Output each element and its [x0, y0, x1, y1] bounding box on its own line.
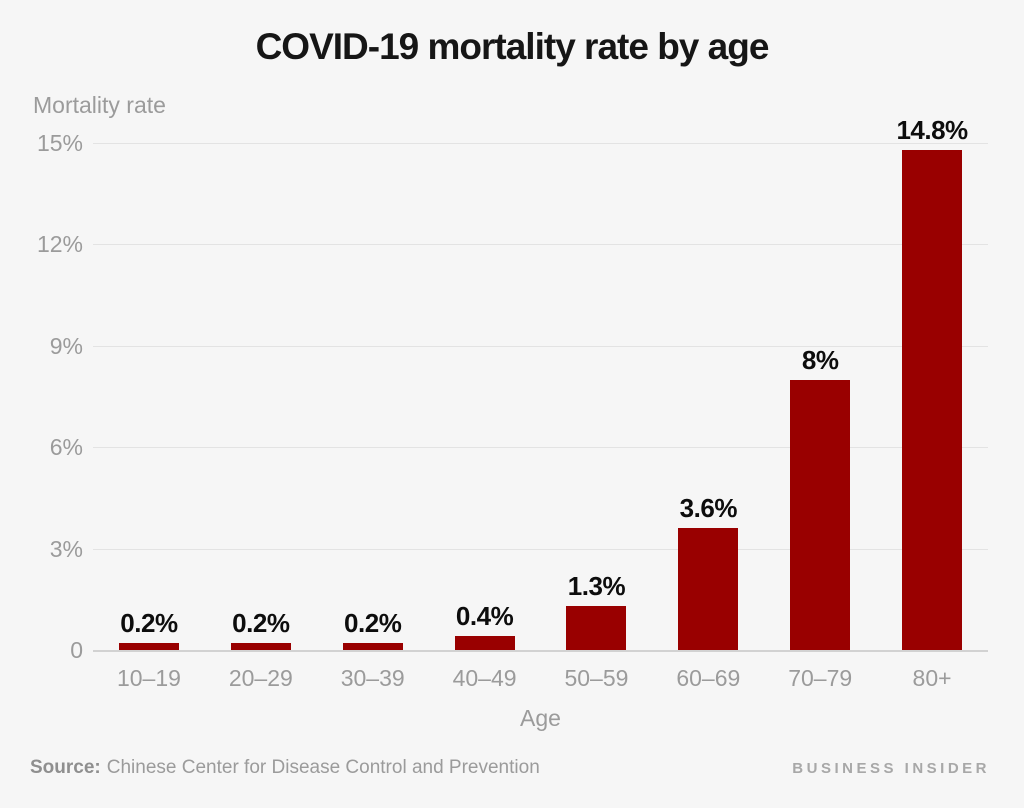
bar-30–39 — [342, 643, 403, 650]
bar-40–49 — [454, 636, 515, 650]
gridline-3 — [93, 548, 988, 550]
x-tick-label-20–29: 20–29 — [228, 665, 293, 691]
bar-slot-2: 0.2% — [317, 143, 429, 650]
bar-20–29 — [230, 643, 291, 650]
bar-slot-3: 0.4% — [429, 143, 541, 650]
bar-value-label-70–79: 8% — [801, 344, 839, 375]
gridline-9 — [93, 345, 988, 347]
gridline-6 — [93, 447, 988, 449]
plot-area — [93, 143, 988, 652]
x-tick-label-30–39: 30–39 — [340, 665, 405, 691]
y-tick-label-15: 15% — [36, 130, 83, 156]
source-label: Source: — [30, 757, 101, 778]
bar-value-label-20–29: 0.2% — [232, 608, 290, 639]
gridline-12 — [93, 244, 988, 246]
x-tick-label-10–19: 10–19 — [116, 665, 181, 691]
bar-10–19 — [118, 643, 179, 650]
y-tick-label-3: 3% — [49, 535, 83, 562]
y-axis-tick-labels: 0 3% 6% 9% 12% 15% — [0, 131, 83, 662]
bar-slot-7: 14.8% — [876, 117, 988, 650]
business-insider-logo: BUSINESS INSIDER — [792, 760, 990, 777]
bar-slot-4: 1.3% — [541, 143, 653, 650]
source-credit: Source: Chinese Center for Disease Contro… — [30, 757, 540, 779]
x-tick-label-60–69: 60–69 — [676, 665, 741, 691]
bar-60–69 — [678, 528, 739, 650]
x-axis-title: Age — [520, 705, 561, 731]
y-tick-label-12: 12% — [36, 231, 83, 258]
bar-50–59 — [566, 606, 627, 650]
bar-value-label-30–39: 0.2% — [344, 608, 402, 639]
chart-title: COVID-19 mortality rate by age — [255, 26, 770, 67]
bar-slot-5: 3.6% — [652, 143, 764, 650]
bar-70–79 — [790, 379, 851, 650]
bar-value-label-40–49: 0.4% — [455, 601, 514, 632]
x-axis-tick-labels: 10–19 20–29 30–39 40–49 50–59 60–69 70–79 80+ — [93, 665, 988, 692]
bars-layer: 0.2% 0.2% 0.2% 0.4% 1.3% 3.6% 8% 14.8% — [93, 117, 988, 650]
bar-slot-0: 0.2% — [93, 143, 205, 650]
bar-value-label-80+: 14.8% — [896, 114, 968, 145]
bar-80+ — [902, 149, 963, 650]
gridline-0 — [93, 650, 988, 652]
x-tick-label-70–79: 70–79 — [788, 665, 853, 691]
bar-slot-6: 8% — [764, 143, 876, 650]
x-tick-label-50–59: 50–59 — [564, 665, 629, 691]
gridline-15 — [93, 143, 988, 144]
bar-value-label-50–59: 1.3% — [567, 571, 626, 602]
y-tick-label-9: 9% — [49, 332, 83, 359]
y-tick-label-0: 0 — [70, 637, 83, 663]
y-tick-label-6: 6% — [49, 434, 83, 461]
source-text: Chinese Center for Disease Control and P… — [106, 757, 540, 778]
x-tick-label-40–49: 40–49 — [452, 665, 517, 691]
bar-slot-1: 0.2% — [205, 143, 317, 650]
bar-value-label-60–69: 3.6% — [679, 493, 738, 524]
bar-value-label-10–19: 0.2% — [120, 608, 178, 639]
x-tick-label-80+: 80+ — [912, 665, 952, 691]
y-axis-title: Mortality rate — [33, 92, 166, 118]
